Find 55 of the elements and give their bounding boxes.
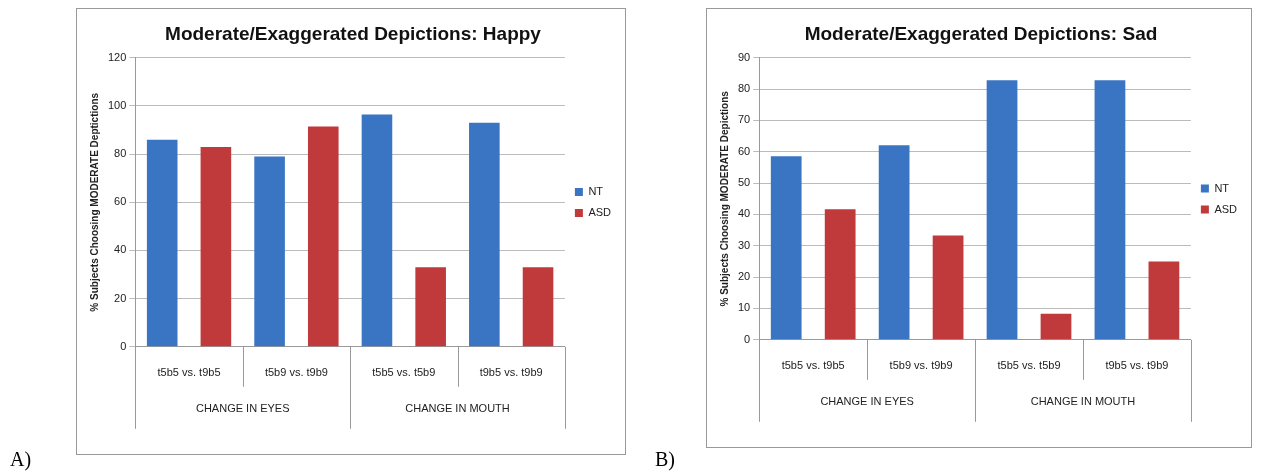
x-tick-label: t9b5 vs. t9b9 (479, 366, 543, 379)
x-tick-label: t5b5 vs. t9b5 (157, 366, 221, 379)
y-tick-label: 80 (737, 82, 751, 95)
text: CHANGE IN EYES (820, 394, 914, 407)
x-tick-label: t5b5 vs. t5b9 (372, 366, 436, 379)
text: A) (10, 448, 32, 471)
text: CHANGE IN EYES (195, 401, 290, 414)
y-tick-label: 60 (114, 195, 127, 208)
text: B) (655, 448, 675, 471)
chart-title: Moderate/Exaggerated Depictions: Sad (804, 22, 1158, 44)
y-tick-label: 60 (737, 144, 751, 157)
y-tick-label: 40 (114, 243, 127, 256)
text: CHANGE IN MOUTH (1030, 394, 1136, 407)
legend-label: NT (588, 185, 604, 198)
bar (307, 126, 339, 347)
bar (1040, 313, 1072, 340)
bar (522, 267, 554, 347)
x-tick-label: t5b5 vs. t5b9 (997, 359, 1061, 372)
x-tick-label: t5b9 vs. t9b9 (889, 359, 953, 372)
y-tick-label: 10 (737, 301, 751, 314)
y-tick-label: 90 (737, 50, 751, 63)
bar (146, 139, 178, 347)
y-tick-label: 80 (114, 147, 127, 160)
bar (361, 114, 393, 347)
y-axis-title: % Subjects Choosing MODERATE Deptictions (88, 92, 100, 312)
x-tick-label: t5b9 vs. t9b9 (264, 366, 328, 379)
text: CHANGE IN MOUTH (405, 401, 510, 414)
y-tick-label: 0 (744, 332, 751, 345)
y-tick-label: 50 (737, 176, 751, 189)
x-tick-label: t5b5 vs. t9b5 (781, 359, 845, 372)
y-axis-title: % Subjects Choosing MODERATE Depictions (718, 90, 730, 307)
bar (932, 235, 964, 340)
bar (415, 267, 446, 347)
chart-title: Moderate/Exaggerated Depictions: Happy (165, 22, 542, 44)
y-tick-label: 120 (107, 50, 127, 63)
bar (200, 146, 232, 347)
y-tick-label: 0 (120, 339, 127, 352)
y-tick-label: 100 (107, 99, 127, 111)
legend-label: NT (1214, 181, 1230, 194)
y-tick-label: 40 (737, 207, 751, 220)
legend-label: ASD (1214, 202, 1238, 215)
bar (254, 156, 285, 347)
legend-label: ASD (588, 206, 612, 219)
bar (878, 145, 910, 340)
x-tick-label: t9b5 vs. t9b9 (1105, 359, 1169, 372)
bar (1148, 261, 1180, 340)
bar (469, 122, 500, 347)
bar (770, 156, 802, 340)
y-tick-label: 70 (737, 113, 751, 126)
y-tick-label: 30 (737, 238, 751, 251)
bar (1094, 80, 1126, 340)
y-tick-label: 20 (737, 270, 751, 283)
bar (986, 80, 1018, 340)
bar (824, 209, 856, 340)
y-tick-label: 20 (114, 291, 127, 304)
